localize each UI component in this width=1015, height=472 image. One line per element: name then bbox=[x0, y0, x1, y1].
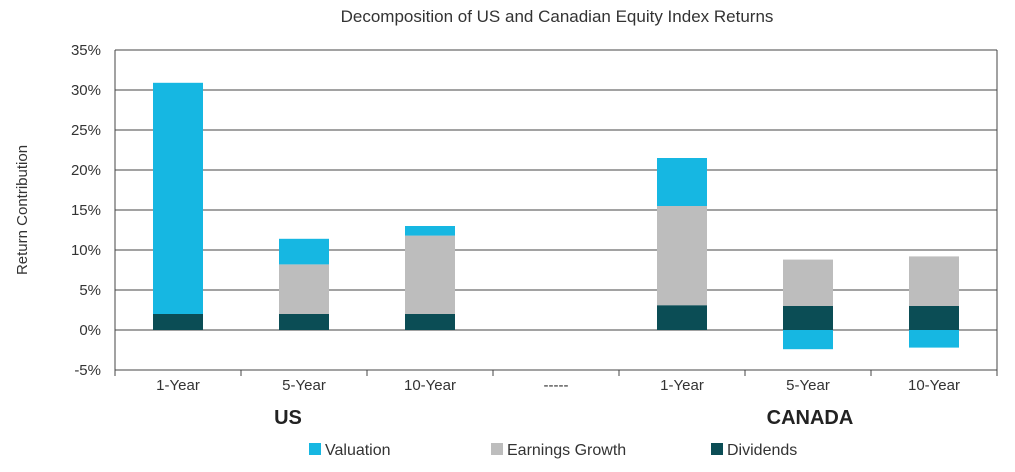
bar-segment-earnings-growth bbox=[783, 259, 833, 306]
bar-segment-dividends bbox=[405, 314, 455, 330]
y-tick-label: 15% bbox=[71, 202, 101, 219]
gridlines bbox=[115, 49, 997, 371]
legend-swatch bbox=[309, 443, 321, 455]
y-tick-label: 0% bbox=[79, 322, 101, 339]
y-axis-label: Return Contribution bbox=[14, 145, 31, 275]
bar-segment-valuation bbox=[153, 82, 203, 314]
y-tick-label: 25% bbox=[71, 122, 101, 139]
legend-swatch bbox=[711, 443, 723, 455]
y-tick-label: 30% bbox=[71, 82, 101, 99]
bar-segment-valuation bbox=[909, 330, 959, 348]
x-tick-label: 10-Year bbox=[908, 377, 960, 394]
legend-label: Valuation bbox=[325, 442, 391, 459]
bar-segment-valuation bbox=[783, 330, 833, 350]
bar-segment-valuation bbox=[405, 226, 455, 236]
chart-title: Decomposition of US and Canadian Equity … bbox=[341, 7, 774, 26]
bar-segment-dividends bbox=[153, 314, 203, 330]
y-tick-label: 20% bbox=[71, 162, 101, 179]
group-label: US bbox=[274, 407, 302, 429]
x-tick-label: 5-Year bbox=[786, 377, 830, 394]
bar-segment-earnings-growth bbox=[405, 235, 455, 314]
legend: Valuation Earnings Growth Dividends bbox=[309, 442, 797, 459]
bar-segment-earnings-growth bbox=[657, 206, 707, 306]
legend-label: Dividends bbox=[727, 442, 797, 459]
bar-segment-dividends bbox=[783, 306, 833, 330]
bars bbox=[153, 82, 959, 350]
group-label: CANADA bbox=[767, 407, 854, 429]
bar-segment-earnings-growth bbox=[279, 264, 329, 314]
bar-segment-dividends bbox=[909, 306, 959, 330]
x-tick-label: 1-Year bbox=[156, 377, 200, 394]
x-tick-label: ----- bbox=[544, 377, 569, 394]
bar-segment-dividends bbox=[657, 305, 707, 330]
bar-segment-valuation bbox=[657, 158, 707, 206]
y-tick-label: 10% bbox=[71, 242, 101, 259]
bar-segment-valuation bbox=[279, 238, 329, 265]
axes bbox=[114, 50, 998, 376]
axis-labels: -5% 0% 5% 10% 15% 20% 25% 30% 35% 1-Year 5-Year 10-… bbox=[71, 42, 960, 429]
y-tick-label: 5% bbox=[79, 282, 101, 299]
x-tick-label: 1-Year bbox=[660, 377, 704, 394]
bar-segment-earnings-growth bbox=[909, 256, 959, 306]
y-tick-label: -5% bbox=[74, 362, 101, 379]
x-tick-label: 10-Year bbox=[404, 377, 456, 394]
legend-swatch bbox=[491, 443, 503, 455]
y-tick-label: 35% bbox=[71, 42, 101, 59]
bar-segment-dividends bbox=[279, 314, 329, 330]
x-tick-label: 5-Year bbox=[282, 377, 326, 394]
legend-label: Earnings Growth bbox=[507, 442, 626, 459]
